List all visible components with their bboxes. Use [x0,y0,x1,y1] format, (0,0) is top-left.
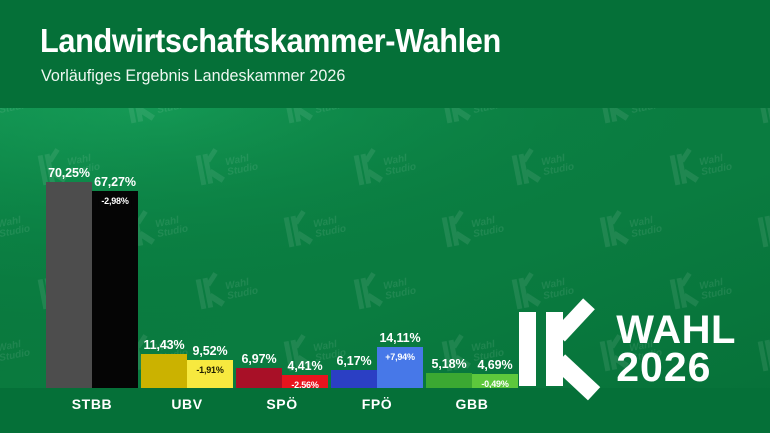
logo-text: WAHL 2026 [616,308,736,390]
bar-label-current: 14,11% [379,330,421,345]
bar-label-current: 4,41% [287,359,323,374]
delta-label: -0,49% [478,378,512,391]
lk-wahl-2026-logo: WAHL 2026 [519,298,736,401]
bar-current: 4,41% -2,56% [282,359,328,392]
bar-previous: 70,25% [46,166,92,388]
bar-current: 14,11% +7,94% [377,331,423,388]
bar-label-previous: 11,43% [143,338,185,353]
axis-label-ubv: UBV [171,396,203,412]
bar-label-previous: 5,18% [431,356,467,371]
bar-group: 6,97% 4,41% -2,56% [236,108,328,392]
lk-logo-icon [519,298,605,401]
delta-label: +7,94% [382,350,418,363]
logo-line-year: 2026 [616,343,712,390]
bar-previous: 5,18% [426,357,472,388]
bar-label-previous: 6,17% [336,353,372,368]
page-title: Landwirtschaftskammer-Wahlen [40,22,501,59]
bar-label-previous: 70,25% [48,165,90,180]
bar-group: 6,17% 14,11% +7,94% [331,108,423,388]
bar-previous: 6,17% [331,354,377,388]
bar-previous: 11,43% [141,338,187,388]
bar-label-current: 67,27% [94,174,136,189]
page-subtitle: Vorläufiges Ergebnis Landeskammer 2026 [41,66,346,85]
delta-label: -1,91% [193,364,227,377]
bar-previous: 6,97% [236,352,282,388]
bar-current: 67,27% -2,98% [92,175,138,388]
header-band: Landwirtschaftskammer-Wahlen Vorläufiges… [0,0,770,108]
bar-label-current: 4,69% [477,358,513,373]
bar-label-current: 9,52% [192,344,228,359]
category-axis: STBB UBV SPÖ FPÖ GBB [0,388,770,433]
bar-label-previous: 6,97% [241,351,277,366]
bar-chart: 70,25% 67,27% -2,98% 11,43% 9,52% -1,91% 6,97%… [0,108,770,392]
axis-label-gbb: GBB [455,396,489,412]
bar-group: 5,18% 4,69% -0,49% [426,108,518,391]
delta-label: -2,98% [98,194,132,207]
logo-line-wahl: WAHL [616,308,736,352]
axis-label-fpö: FPÖ [361,396,393,412]
bar-group: 70,25% 67,27% -2,98% [46,108,138,388]
bar-group: 11,43% 9,52% -1,91% [141,108,233,388]
axis-label-stbb: STBB [71,396,113,412]
axis-label-spö: SPÖ [266,396,298,412]
bar-current: 4,69% -0,49% [472,358,518,391]
bar-current: 9,52% -1,91% [187,344,233,388]
